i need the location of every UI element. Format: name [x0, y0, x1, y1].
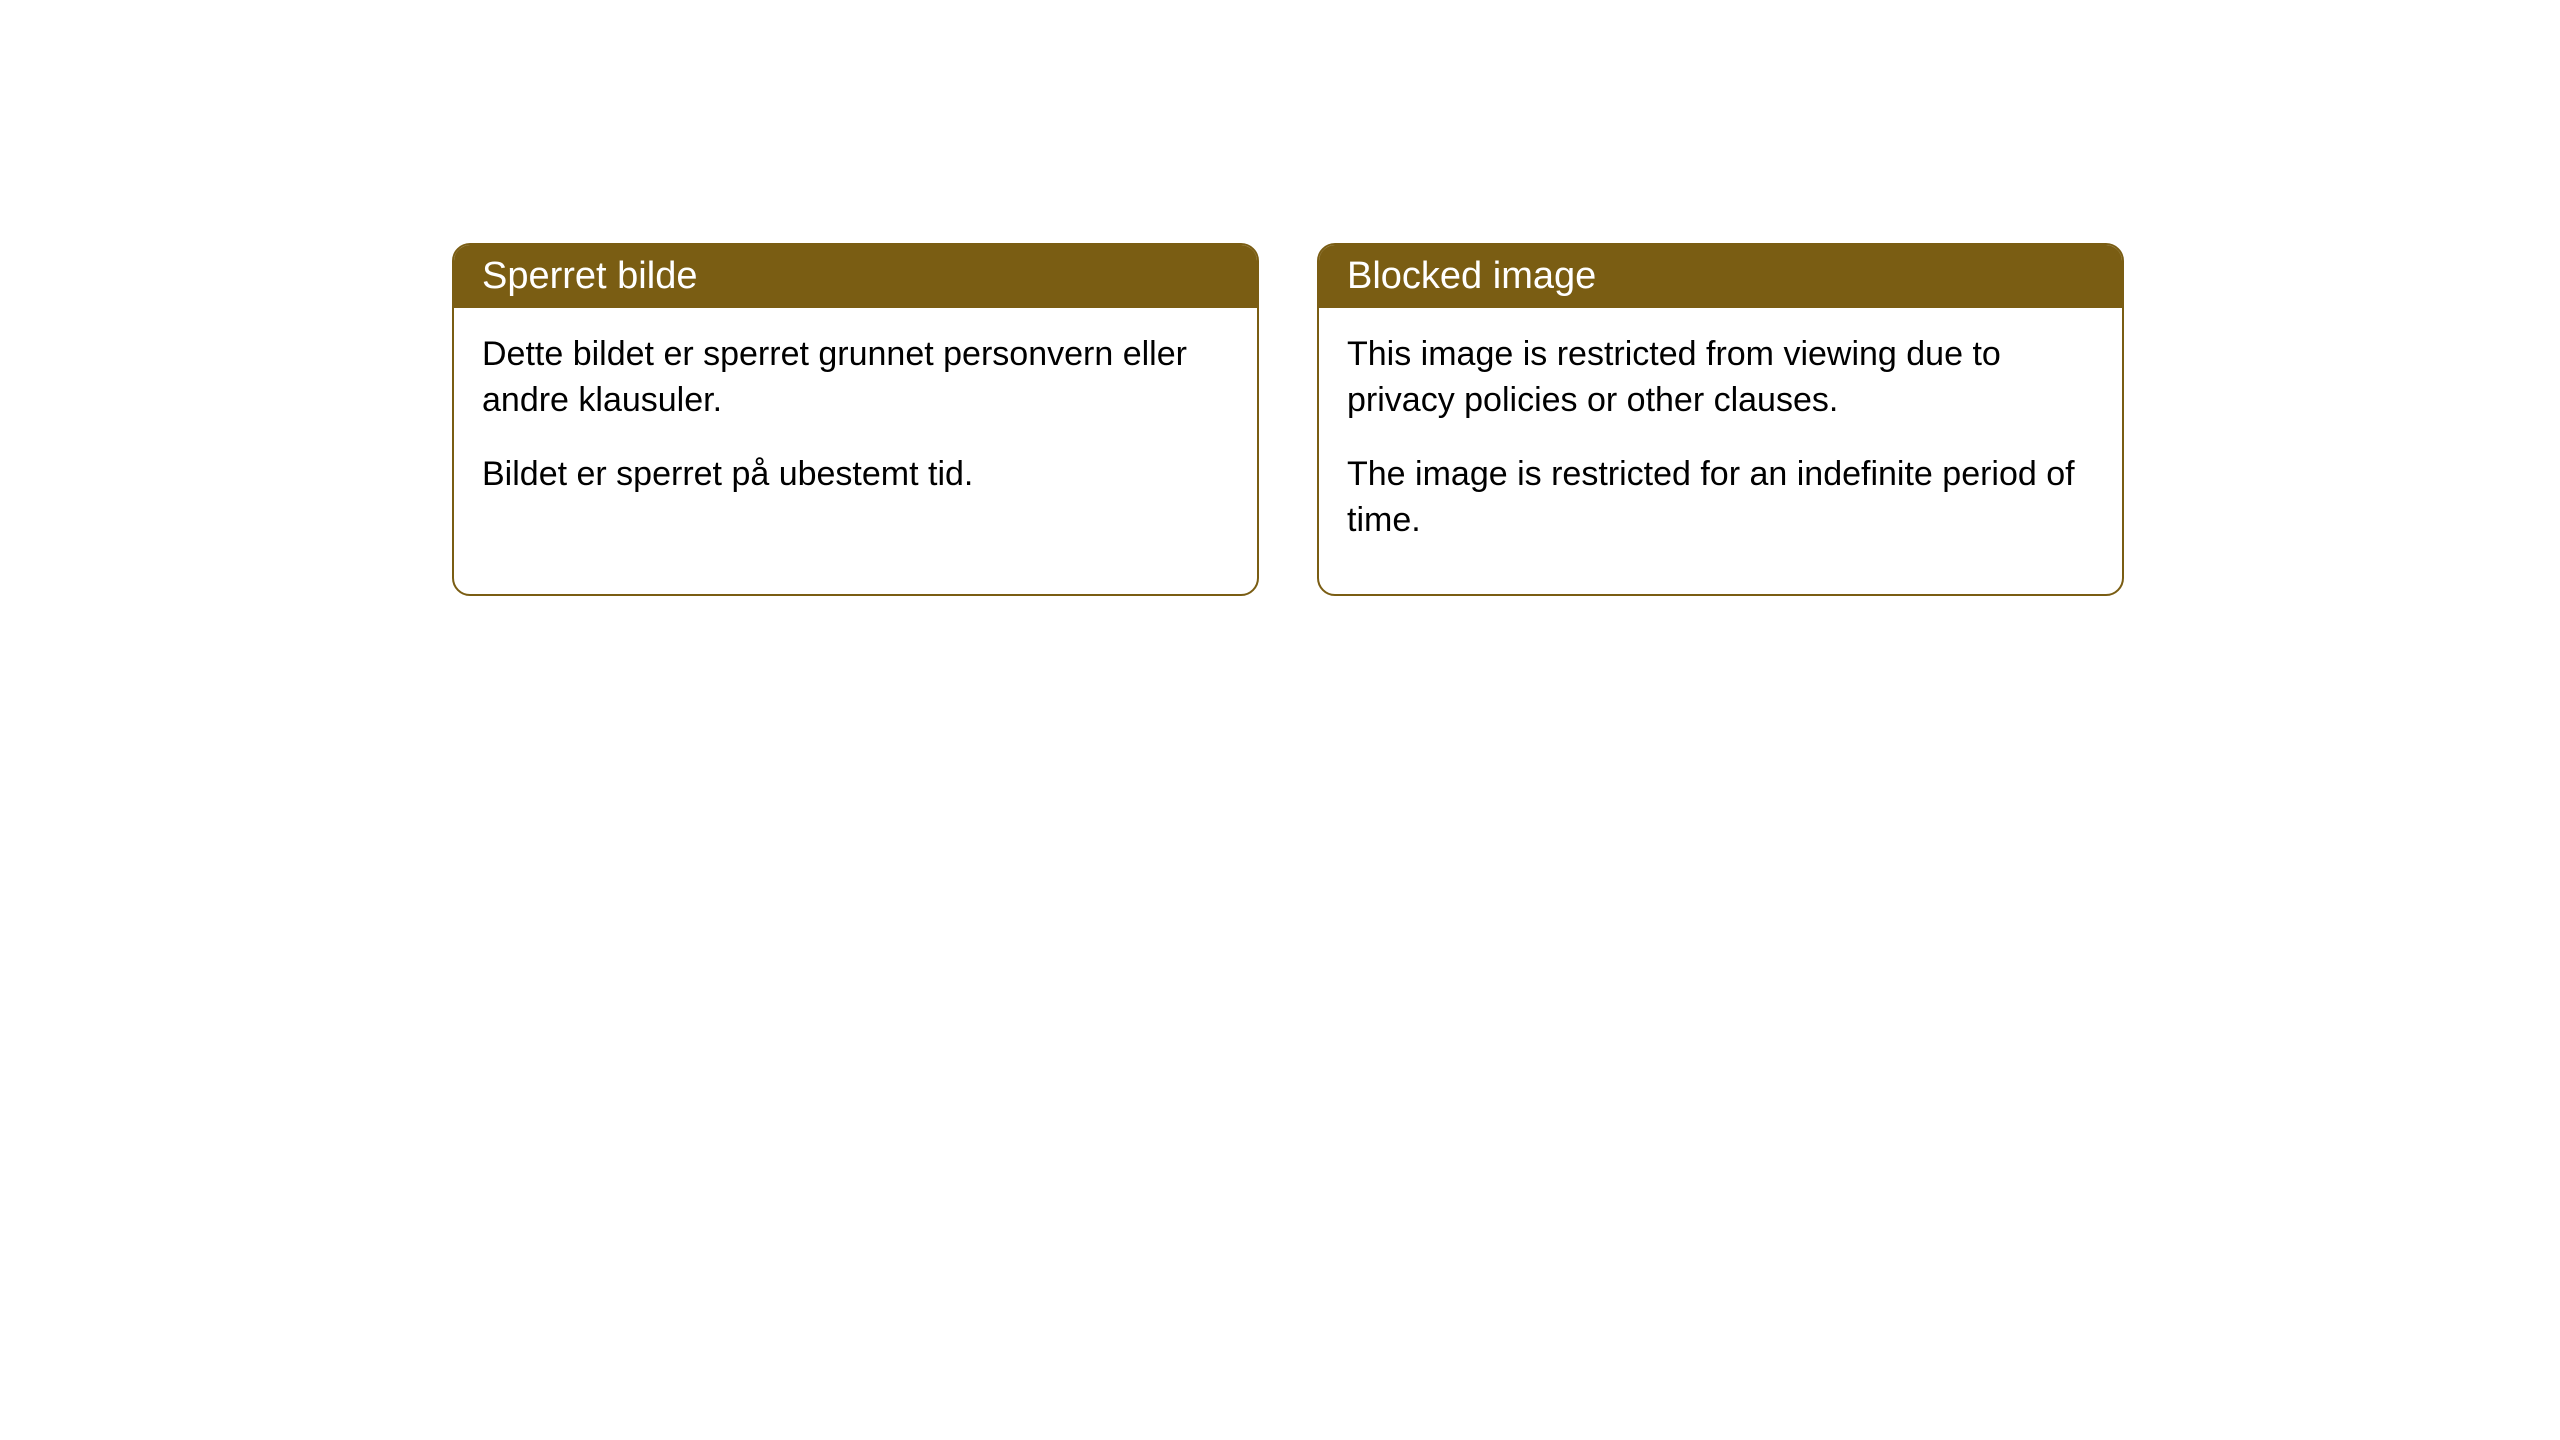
blocked-image-card-en: Blocked image This image is restricted f… — [1317, 243, 2124, 596]
card-paragraph: Dette bildet er sperret grunnet personve… — [482, 332, 1229, 424]
card-paragraph: The image is restricted for an indefinit… — [1347, 452, 2094, 544]
card-paragraph: Bildet er sperret på ubestemt tid. — [482, 452, 1229, 498]
card-body: Dette bildet er sperret grunnet personve… — [454, 308, 1257, 548]
notice-cards-container: Sperret bilde Dette bildet er sperret gr… — [0, 0, 2560, 596]
card-header: Sperret bilde — [454, 245, 1257, 308]
card-body: This image is restricted from viewing du… — [1319, 308, 2122, 594]
blocked-image-card-no: Sperret bilde Dette bildet er sperret gr… — [452, 243, 1259, 596]
card-title: Blocked image — [1347, 255, 1596, 297]
card-title: Sperret bilde — [482, 255, 697, 297]
card-header: Blocked image — [1319, 245, 2122, 308]
card-paragraph: This image is restricted from viewing du… — [1347, 332, 2094, 424]
